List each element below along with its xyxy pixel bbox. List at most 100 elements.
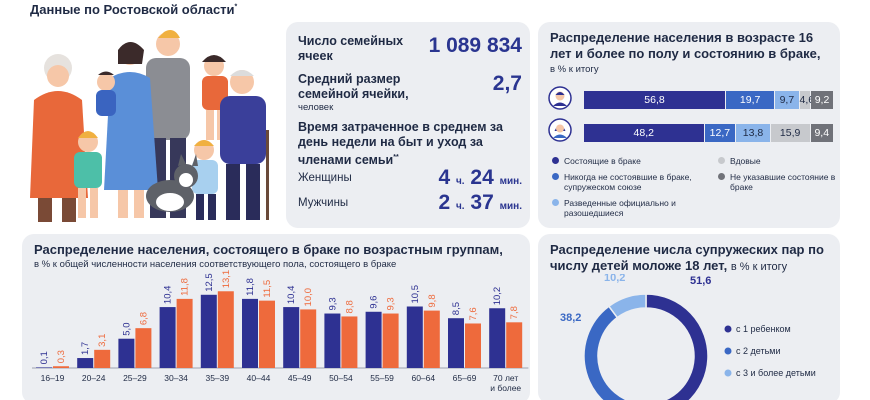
marital-bar-segment: 9,4 (810, 124, 833, 142)
age-bar (382, 313, 399, 368)
page-subtitle: Данные по Ростовской области* (30, 2, 237, 17)
age-bar (506, 322, 523, 368)
female-marital-bar: 48,2 12,7 13,8 15,9 9,4 (584, 124, 834, 142)
age-bar (423, 310, 440, 368)
age-bar (283, 307, 300, 368)
minutes-unit: мин. (499, 201, 522, 212)
men-minutes: 37 (470, 191, 494, 214)
man-icon (548, 86, 572, 110)
marital-bar-segment: 13,8 (736, 124, 770, 142)
age-bar (242, 298, 258, 368)
age-category-label: 50–54 (329, 373, 353, 383)
age-bar-value-label: 9,8 (427, 294, 438, 307)
marital-bar-segment: 12,7 (704, 124, 736, 142)
age-bar (465, 323, 481, 368)
marital-bar-segment: 48,2 (584, 124, 704, 142)
donut-legend-label: с 2 детьми (736, 346, 781, 356)
age-bar (94, 349, 111, 368)
donut-value-label: 51,6 (690, 275, 711, 287)
family-stats-panel: Число семейных ячеек 1 089 834 Средний р… (286, 22, 530, 228)
legend-swatch (552, 173, 559, 180)
age-category-label: 35–39 (205, 373, 229, 383)
minutes-unit: мин. (499, 176, 522, 187)
housework-time-label: Время затраченное в среднем за день неде… (298, 120, 508, 168)
donut-slice (583, 305, 629, 400)
legend-swatch (552, 157, 559, 164)
male-marital-bar: 56,8 19,7 9,7 4,6 9,2 (584, 91, 834, 109)
age-bar-value-label: 8,8 (344, 300, 355, 313)
families-count-label: Число семейных ячеек (298, 34, 404, 63)
age-bar-chart: 0,1 0,3 16–19 1,7 3,1 20–24 5,0 6,8 25–29 10,4 11,… (32, 270, 529, 393)
marital-bar-segment: 19,7 (726, 91, 775, 109)
marital-bar-segment: 56,8 (584, 91, 725, 109)
age-bar (259, 300, 275, 368)
age-category-label: 25–29 (123, 373, 147, 383)
dog-figure (146, 154, 198, 212)
marital-chart-subtitle: в % к итогу (550, 64, 599, 75)
families-count-value: 1 089 834 (428, 34, 522, 57)
mother-figure (104, 42, 158, 218)
housework-time-text: Время затраченное в среднем за день неде… (298, 120, 503, 168)
children-chart-title-text: Распределение числа супружеских пар по ч… (550, 242, 824, 273)
page-subtitle-footnote-mark: * (234, 3, 238, 11)
age-bar-value-label: 6,8 (138, 312, 149, 325)
marital-bar-segment: 15,9 (770, 124, 810, 142)
women-time-value: 4 ч. 24 мин. (396, 166, 522, 190)
age-category-label: 65–69 (453, 373, 477, 383)
legend-label: Никогда не состоявшие в браке, супружеск… (564, 172, 692, 192)
age-bar-value-label: 12,5 (204, 273, 215, 292)
age-category-label: 16–19 (41, 373, 65, 383)
age-category-label: 20–24 (82, 373, 106, 383)
age-bar-value-label: 11,8 (180, 278, 191, 296)
grandmother-figure (30, 54, 88, 222)
age-bar (341, 316, 358, 368)
age-category-label: и более (490, 383, 521, 393)
marital-bar-segment: 4,6 (799, 91, 814, 109)
age-bar-value-label: 11,8 (245, 278, 256, 296)
age-bar (217, 291, 234, 368)
children-chart-title: Распределение числа супружеских пар по ч… (550, 242, 834, 275)
donut-legend-swatch (724, 325, 732, 333)
age-bar-value-label: 0,3 (56, 350, 67, 363)
age-bar-value-label: 0,1 (39, 351, 50, 364)
age-bar-value-label: 7,8 (509, 306, 520, 319)
age-bar (200, 294, 217, 368)
age-category-label: 40–44 (247, 373, 271, 383)
family-illustration (30, 30, 269, 222)
age-bar (36, 367, 52, 368)
marital-bar-segment: 9,2 (811, 91, 833, 109)
women-hours: 4 (438, 166, 451, 189)
hours-unit: ч. (455, 176, 465, 187)
age-bar-value-label: 5,0 (121, 322, 132, 335)
avg-family-size-label: Средний размер семейной ячейки, (298, 72, 409, 101)
children-chart-subtitle: в % к итогу (730, 261, 788, 273)
donut-legend-swatch (724, 369, 732, 377)
legend-swatch (552, 199, 559, 206)
small-boy-figure (192, 140, 218, 220)
men-label: Мужчины (298, 197, 349, 209)
marital-chart-title: Распределение населения в возрасте 16 ле… (550, 30, 821, 61)
age-bar (118, 338, 135, 368)
children-panel: Распределение числа супружеских пар по ч… (538, 234, 840, 400)
age-category-label: 45–49 (288, 373, 312, 383)
age-bar-value-label: 7,6 (468, 307, 479, 320)
age-category-label: 70 лет (493, 373, 518, 383)
donut-value-label: 10,2 (604, 274, 625, 284)
age-bar-value-label: 10,4 (163, 286, 174, 305)
donut-legend-swatch (724, 347, 732, 355)
grandfather-figure (220, 70, 269, 220)
age-bar-value-label: 10,5 (410, 285, 421, 304)
age-bar-value-label: 3,1 (97, 334, 108, 347)
age-bar-value-label: 9,6 (369, 296, 380, 309)
age-chart-subtitle: в % к общей численности населения соотве… (34, 259, 397, 270)
legend-label: Состоящие в браке (564, 156, 641, 166)
men-time-value: 2 ч. 37 мин. (396, 191, 522, 215)
age-bar (365, 311, 382, 368)
age-bar (53, 366, 69, 368)
age-chart-title: Распределение населения, состоящего в бр… (34, 242, 503, 257)
avg-family-size-value: 2,7 (492, 72, 522, 95)
age-bar-value-label: 11,5 (262, 280, 273, 298)
age-bar-value-label: 1,7 (80, 342, 91, 355)
age-category-label: 60–64 (411, 373, 435, 383)
legend-label: Не указавшие состояние в браке (730, 172, 836, 192)
